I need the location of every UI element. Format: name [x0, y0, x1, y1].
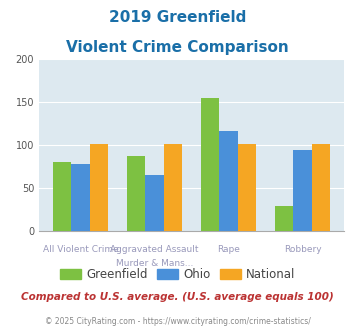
Bar [275, 206, 294, 231]
Bar [312, 144, 331, 231]
Text: Aggravated Assault: Aggravated Assault [110, 245, 199, 254]
Bar [201, 98, 219, 231]
Bar [90, 144, 108, 231]
Bar [164, 144, 182, 231]
Bar [127, 156, 146, 231]
Bar [294, 150, 312, 231]
Bar [53, 161, 71, 231]
Bar [238, 144, 256, 231]
Legend: Greenfield, Ohio, National: Greenfield, Ohio, National [55, 263, 300, 286]
Text: 2019 Greenfield: 2019 Greenfield [109, 10, 246, 25]
Text: Rape: Rape [217, 245, 240, 254]
Text: Violent Crime Comparison: Violent Crime Comparison [66, 40, 289, 54]
Text: © 2025 CityRating.com - https://www.cityrating.com/crime-statistics/: © 2025 CityRating.com - https://www.city… [45, 317, 310, 326]
Text: Murder & Mans...: Murder & Mans... [116, 259, 193, 268]
Bar [146, 175, 164, 231]
Bar [219, 131, 238, 231]
Bar [71, 164, 90, 231]
Text: All Violent Crime: All Violent Crime [43, 245, 119, 254]
Text: Robbery: Robbery [284, 245, 322, 254]
Text: Compared to U.S. average. (U.S. average equals 100): Compared to U.S. average. (U.S. average … [21, 292, 334, 302]
